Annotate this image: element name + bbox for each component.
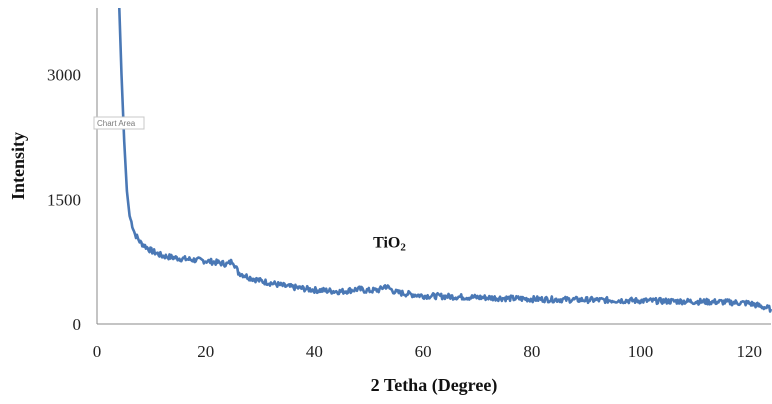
tio2-annotation: TiO2 [373,235,406,254]
x-tick-label: 80 [523,342,540,361]
x-tick-labels: 0 20 40 60 80 100 120 [93,342,762,361]
plot-marks [118,7,772,313]
y-tick-label: 1500 [47,190,81,209]
series-line [118,7,772,313]
x-axis-title: 2 Tetha (Degree) [371,375,498,396]
x-tick-label: 120 [737,342,763,361]
y-axis-title: Intensity [8,132,28,200]
y-tick-label: 3000 [47,66,81,85]
chart-area-tooltip: Chart Area [93,116,145,130]
y-tick-labels: 0 1500 3000 [47,66,81,334]
x-tick-label: 0 [93,342,102,361]
y-tick-label: 0 [73,315,82,334]
x-tick-label: 20 [197,342,214,361]
svg-text:Chart Area: Chart Area [97,119,136,128]
x-tick-label: 40 [306,342,323,361]
x-tick-label: 100 [628,342,654,361]
x-tick-label: 60 [415,342,432,361]
